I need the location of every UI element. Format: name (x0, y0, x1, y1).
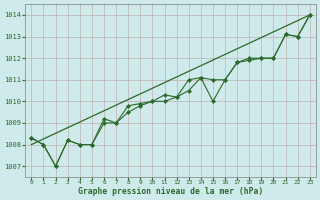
X-axis label: Graphe pression niveau de la mer (hPa): Graphe pression niveau de la mer (hPa) (78, 187, 263, 196)
